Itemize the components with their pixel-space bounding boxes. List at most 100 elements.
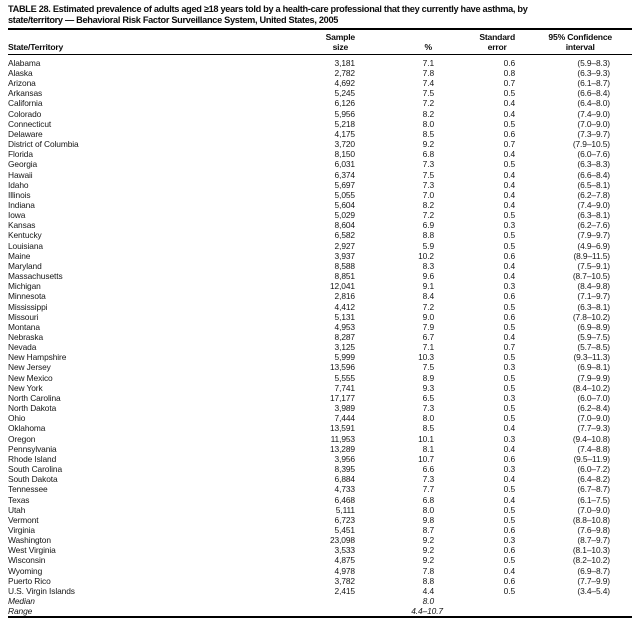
state-cell: Georgia — [8, 159, 38, 170]
table-title-line1: TABLE 28. Estimated prevalence of adults… — [8, 4, 528, 14]
header-line: 95% Confidence — [548, 32, 612, 43]
table-row: Indiana 5,604 8.2 0.4 (7.4–9.0) — [8, 200, 632, 210]
table-row: New York 7,741 9.3 0.5 (8.4–10.2) — [8, 383, 632, 393]
percent-cell: 9.8 — [422, 514, 434, 525]
state-cell: Wyoming — [8, 565, 43, 576]
state-cell: North Carolina — [8, 392, 61, 403]
sample-size-cell: 5,451 — [334, 524, 356, 535]
state-cell: Oregon — [8, 433, 36, 444]
percent-cell: 8.1 — [422, 443, 434, 454]
column-header-standard-error: Standard error — [434, 30, 515, 56]
confidence-interval-cell: (7.9–9.7) — [577, 230, 610, 241]
percent-cell: 8.8 — [422, 230, 434, 241]
table-row: West Virginia 3,533 9.2 0.6 (8.1–10.3) — [8, 545, 632, 555]
standard-error-cell: 0.5 — [503, 555, 515, 566]
standard-error-cell: 0.6 — [503, 575, 515, 586]
state-cell: Idaho — [8, 179, 29, 190]
percent-cell: 7.2 — [422, 301, 434, 312]
confidence-interval-cell: (6.1–8.7) — [577, 78, 610, 89]
sample-size-cell: 13,591 — [329, 423, 355, 434]
column-header-sample-size-text: Sample size — [326, 32, 356, 52]
percent-cell: 9.6 — [422, 271, 434, 282]
percent-cell: 7.8 — [422, 67, 434, 78]
percent-cell: 6.8 — [422, 494, 434, 505]
empty-cell — [288, 606, 355, 617]
percent-cell: 8.9 — [422, 372, 434, 383]
asthma-prevalence-table: State/Territory Sample size % Standard err… — [8, 30, 632, 619]
standard-error-cell: 0.6 — [503, 291, 515, 302]
sample-size-cell: 3,181 — [334, 57, 356, 68]
sample-size-cell: 5,218 — [334, 118, 356, 129]
state-cell: Alabama — [8, 57, 41, 68]
table-row: U.S. Virgin Islands 2,415 4.4 0.5 (3.4–5.4) — [8, 586, 632, 596]
confidence-interval-cell: (5.7–8.5) — [577, 342, 610, 353]
sample-size-cell: 6,126 — [334, 98, 356, 109]
standard-error-cell: 0.6 — [503, 545, 515, 556]
table-row: Ohio 7,444 8.0 0.5 (7.0–9.0) — [8, 413, 632, 423]
standard-error-cell: 0.6 — [503, 250, 515, 261]
state-cell: Wisconsin — [8, 555, 46, 566]
sample-size-cell: 6,374 — [334, 169, 356, 180]
standard-error-cell: 0.3 — [503, 220, 515, 231]
header-line: Standard — [479, 32, 515, 43]
percent-cell: 4.4 — [422, 585, 434, 596]
table-row: North Carolina 17,177 6.5 0.3 (6.0–7.0) — [8, 393, 632, 403]
table-row: California 6,126 7.2 0.4 (6.4–8.0) — [8, 98, 632, 108]
state-cell: New Jersey — [8, 362, 51, 373]
sample-size-cell: 7,741 — [334, 382, 356, 393]
confidence-interval-cell: (6.3–8.1) — [577, 210, 610, 221]
sample-size-cell: 6,884 — [334, 474, 356, 485]
state-cell: South Dakota — [8, 474, 58, 485]
sample-size-cell: 2,816 — [334, 291, 356, 302]
sample-size-cell: 8,150 — [334, 149, 356, 160]
summary-value-text: 4.4–10.7 — [411, 606, 443, 617]
table-row: Arizona 4,692 7.4 0.7 (6.1–8.7) — [8, 78, 632, 88]
empty-cell — [434, 606, 515, 617]
table-row: Massachusetts 8,851 9.6 0.4 (8.7–10.5) — [8, 271, 632, 281]
percent-cell: 7.1 — [422, 57, 434, 68]
confidence-interval-cell: (9.4–10.8) — [572, 433, 610, 444]
column-header-percent: % — [355, 30, 434, 56]
standard-error-cell: 0.3 — [503, 392, 515, 403]
standard-error-cell: 0.5 — [503, 118, 515, 129]
confidence-interval-cell: (9.3–11.3) — [573, 352, 610, 363]
percent-cell: 6.7 — [422, 332, 434, 342]
empty-cell — [515, 606, 632, 617]
sample-size-cell: 6,468 — [334, 494, 356, 505]
sample-size-cell: 8,851 — [334, 271, 356, 282]
state-cell: Alaska — [8, 67, 33, 78]
percent-cell: 5.9 — [422, 240, 434, 251]
percent-cell: 8.3 — [422, 260, 434, 271]
standard-error-cell: 0.4 — [503, 494, 515, 505]
sample-size-cell: 4,978 — [334, 565, 356, 576]
state-cell: Rhode Island — [8, 453, 57, 464]
summary-row-median: Median 8.0 — [8, 596, 632, 606]
empty-cell — [434, 596, 515, 606]
state-cell: Puerto Rico — [8, 575, 51, 586]
sample-size-cell: 6,031 — [334, 159, 356, 170]
confidence-interval-cell: (6.9–8.1) — [577, 362, 610, 373]
state-cell: New York — [8, 382, 43, 393]
percent-cell: 8.0 — [422, 118, 434, 129]
table-row: Texas 6,468 6.8 0.4 (6.1–7.5) — [8, 495, 632, 505]
header-row: State/Territory Sample size % Standard err… — [8, 30, 632, 56]
table-row: Minnesota 2,816 8.4 0.6 (7.1–9.7) — [8, 291, 632, 301]
percent-cell: 7.7 — [422, 484, 434, 495]
standard-error-cell: 0.5 — [503, 301, 515, 312]
percent-cell: 10.7 — [418, 453, 434, 464]
standard-error-cell: 0.6 — [503, 311, 515, 322]
table-row: Alabama 3,181 7.1 0.6 (5.9–8.3) — [8, 55, 632, 68]
standard-error-cell: 0.4 — [503, 169, 515, 180]
sample-size-cell: 5,555 — [334, 372, 356, 383]
confidence-interval-cell: (7.3–9.7) — [577, 128, 610, 139]
table-row: New Mexico 5,555 8.9 0.5 (7.9–9.9) — [8, 373, 632, 383]
confidence-interval-cell: (7.4–9.0) — [577, 108, 610, 119]
state-cell: Oklahoma — [8, 423, 46, 434]
percent-cell: 9.2 — [422, 555, 434, 566]
sample-size-cell: 3,533 — [334, 545, 356, 556]
sample-size-cell: 6,723 — [334, 514, 356, 525]
empty-cell — [515, 596, 632, 606]
state-cell: Hawaii — [8, 169, 33, 180]
state-cell: Mississippi — [8, 301, 48, 312]
state-cell: Arkansas — [8, 88, 43, 99]
